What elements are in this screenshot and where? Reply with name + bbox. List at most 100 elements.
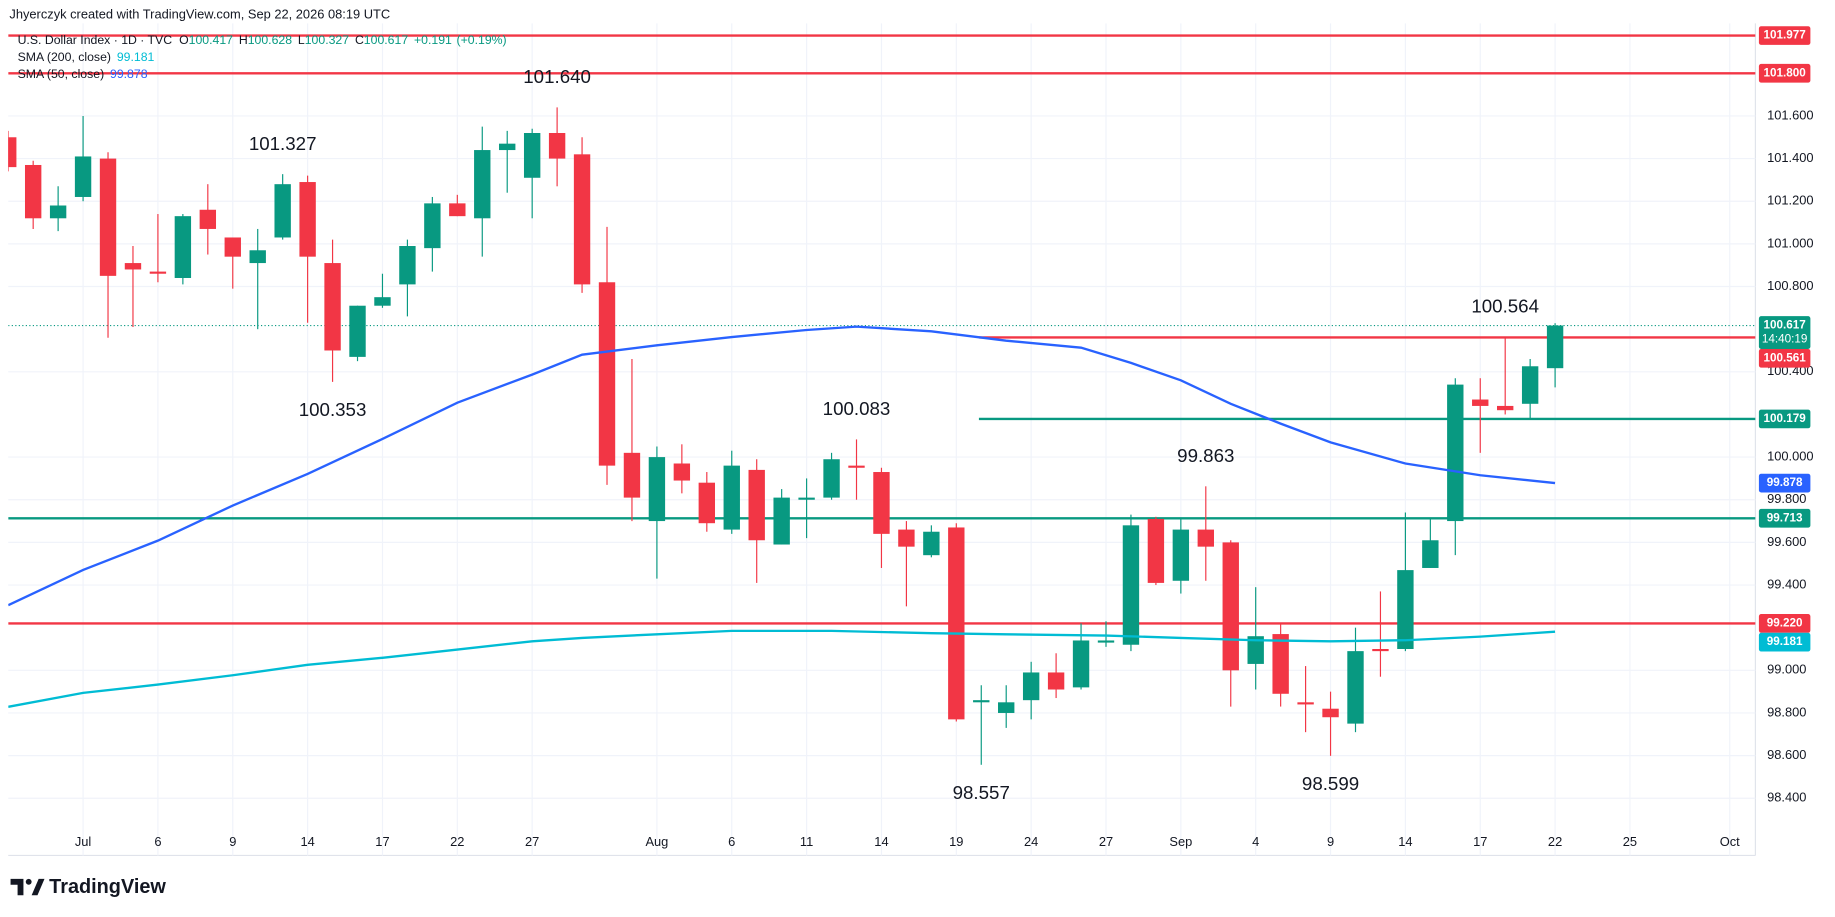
price-label-box <box>1758 348 1811 368</box>
candle-body <box>1272 634 1289 694</box>
candle-body <box>1422 540 1439 568</box>
y-tick-label: 98.600 <box>1767 747 1806 762</box>
candle-body <box>1397 570 1414 650</box>
x-tick-label: 14 <box>874 834 888 849</box>
candle-body <box>274 184 291 238</box>
x-tick-label: 6 <box>728 834 735 849</box>
x-tick-label: 4 <box>1252 834 1259 849</box>
price-label-box <box>1758 508 1811 528</box>
price-label: 99.713 <box>1767 511 1803 524</box>
legend-sma-value: 99.878 <box>110 67 148 81</box>
x-tick-label: 17 <box>1473 834 1487 849</box>
y-tick-label: 99.400 <box>1767 576 1806 591</box>
x-tick-label: 27 <box>1099 834 1113 849</box>
ohlc-value: 100.327 <box>305 33 350 47</box>
candle-body <box>1347 651 1364 724</box>
legend-title: U.S. Dollar Index · 1D · TVC <box>18 33 173 47</box>
x-tick-label: 22 <box>450 834 464 849</box>
candle-body <box>798 497 815 500</box>
y-tick-label: 98.800 <box>1767 704 1806 719</box>
candle-body <box>224 237 241 257</box>
price-label: 101.800 <box>1764 66 1807 79</box>
x-tick-label: 9 <box>229 834 236 849</box>
legend-sma50: SMA (50, close) 99.878 <box>18 67 148 81</box>
legend-sma-value: 99.181 <box>117 50 155 64</box>
price-label: 99.220 <box>1767 617 1803 630</box>
candle-body <box>1297 702 1314 705</box>
price-label-box <box>1758 26 1811 45</box>
candle-body <box>648 457 666 522</box>
price-annotation: 101.640 <box>523 66 591 87</box>
x-tick-label: Oct <box>1720 834 1740 849</box>
legend-sma-name: SMA (50, close) <box>18 67 105 81</box>
candle-body <box>948 527 965 720</box>
sma-line <box>8 629 1556 708</box>
ohlc-value: 100.417 <box>189 33 234 47</box>
candle-body <box>873 472 890 534</box>
y-tick-label: 98.400 <box>1767 790 1806 805</box>
candle-body <box>848 465 865 468</box>
price-annotation: 100.564 <box>1471 296 1539 317</box>
price-annotation: 99.863 <box>1177 445 1234 466</box>
candle-body <box>1072 640 1090 688</box>
candle-body <box>474 150 491 219</box>
x-tick-label: 24 <box>1024 834 1038 849</box>
candle-body <box>149 271 167 274</box>
candle-body <box>124 263 142 270</box>
x-tick-label: 11 <box>800 834 813 849</box>
candle-body <box>573 154 591 285</box>
y-tick-label: 99.600 <box>1767 534 1806 549</box>
y-tick-label: 101.200 <box>1767 193 1813 208</box>
price-label: 101.977 <box>1764 29 1806 42</box>
ohlc-prefix: H <box>239 33 248 47</box>
candle-body <box>374 297 391 306</box>
candle-body <box>698 482 716 524</box>
candle-body <box>748 469 765 541</box>
brand-name: TradingView <box>49 876 166 898</box>
price-annotation: 100.353 <box>299 399 367 420</box>
candle-body <box>1197 529 1214 547</box>
x-tick-label: 22 <box>1548 834 1562 849</box>
candle-body <box>1372 649 1389 652</box>
ohlc-prefix: L <box>298 33 305 47</box>
candle-body <box>349 305 366 357</box>
candle-body <box>24 164 42 219</box>
candle-body <box>623 452 641 498</box>
price-label: 100.617 <box>1764 319 1806 332</box>
x-tick-label: Jul <box>75 834 91 849</box>
x-tick-label: 19 <box>949 834 963 849</box>
candle-body <box>174 216 192 278</box>
price-label-box <box>1758 473 1811 493</box>
ohlc-value: 100.628 <box>248 33 293 47</box>
legend-sma200: SMA (200, close) 99.181 <box>18 50 155 64</box>
candle-body <box>923 531 940 556</box>
sma-line <box>8 325 1556 607</box>
candle-body <box>199 209 217 229</box>
candle-body <box>74 156 92 197</box>
candle-body <box>523 133 541 178</box>
candle-body <box>673 463 691 481</box>
brand-logo <box>10 878 45 896</box>
x-tick-label: Aug <box>645 834 668 849</box>
change-value: +0.191 <box>414 33 452 47</box>
candle-body <box>1447 384 1464 522</box>
candle-body <box>598 282 616 466</box>
candle-body <box>1497 405 1514 411</box>
candle-body <box>998 702 1015 713</box>
candle-body <box>1172 529 1190 581</box>
price-annotation: 100.083 <box>823 398 891 419</box>
candle-body <box>449 203 466 217</box>
price-annotation: 101.327 <box>249 133 317 154</box>
price-label-box <box>1758 63 1811 83</box>
x-tick-label: 14 <box>300 834 314 849</box>
watermark: Jhyerczyk created with TradingView.com, … <box>9 7 390 22</box>
x-tick-label: 17 <box>375 834 389 849</box>
candle-body <box>1097 640 1115 643</box>
price-label: 100.561 <box>1764 351 1807 364</box>
x-tick-label: Sep <box>1169 834 1192 849</box>
ohlc-value: 100.617 <box>364 33 409 47</box>
legend-sma-name: SMA (200, close) <box>18 50 111 64</box>
candle-body <box>424 203 441 249</box>
